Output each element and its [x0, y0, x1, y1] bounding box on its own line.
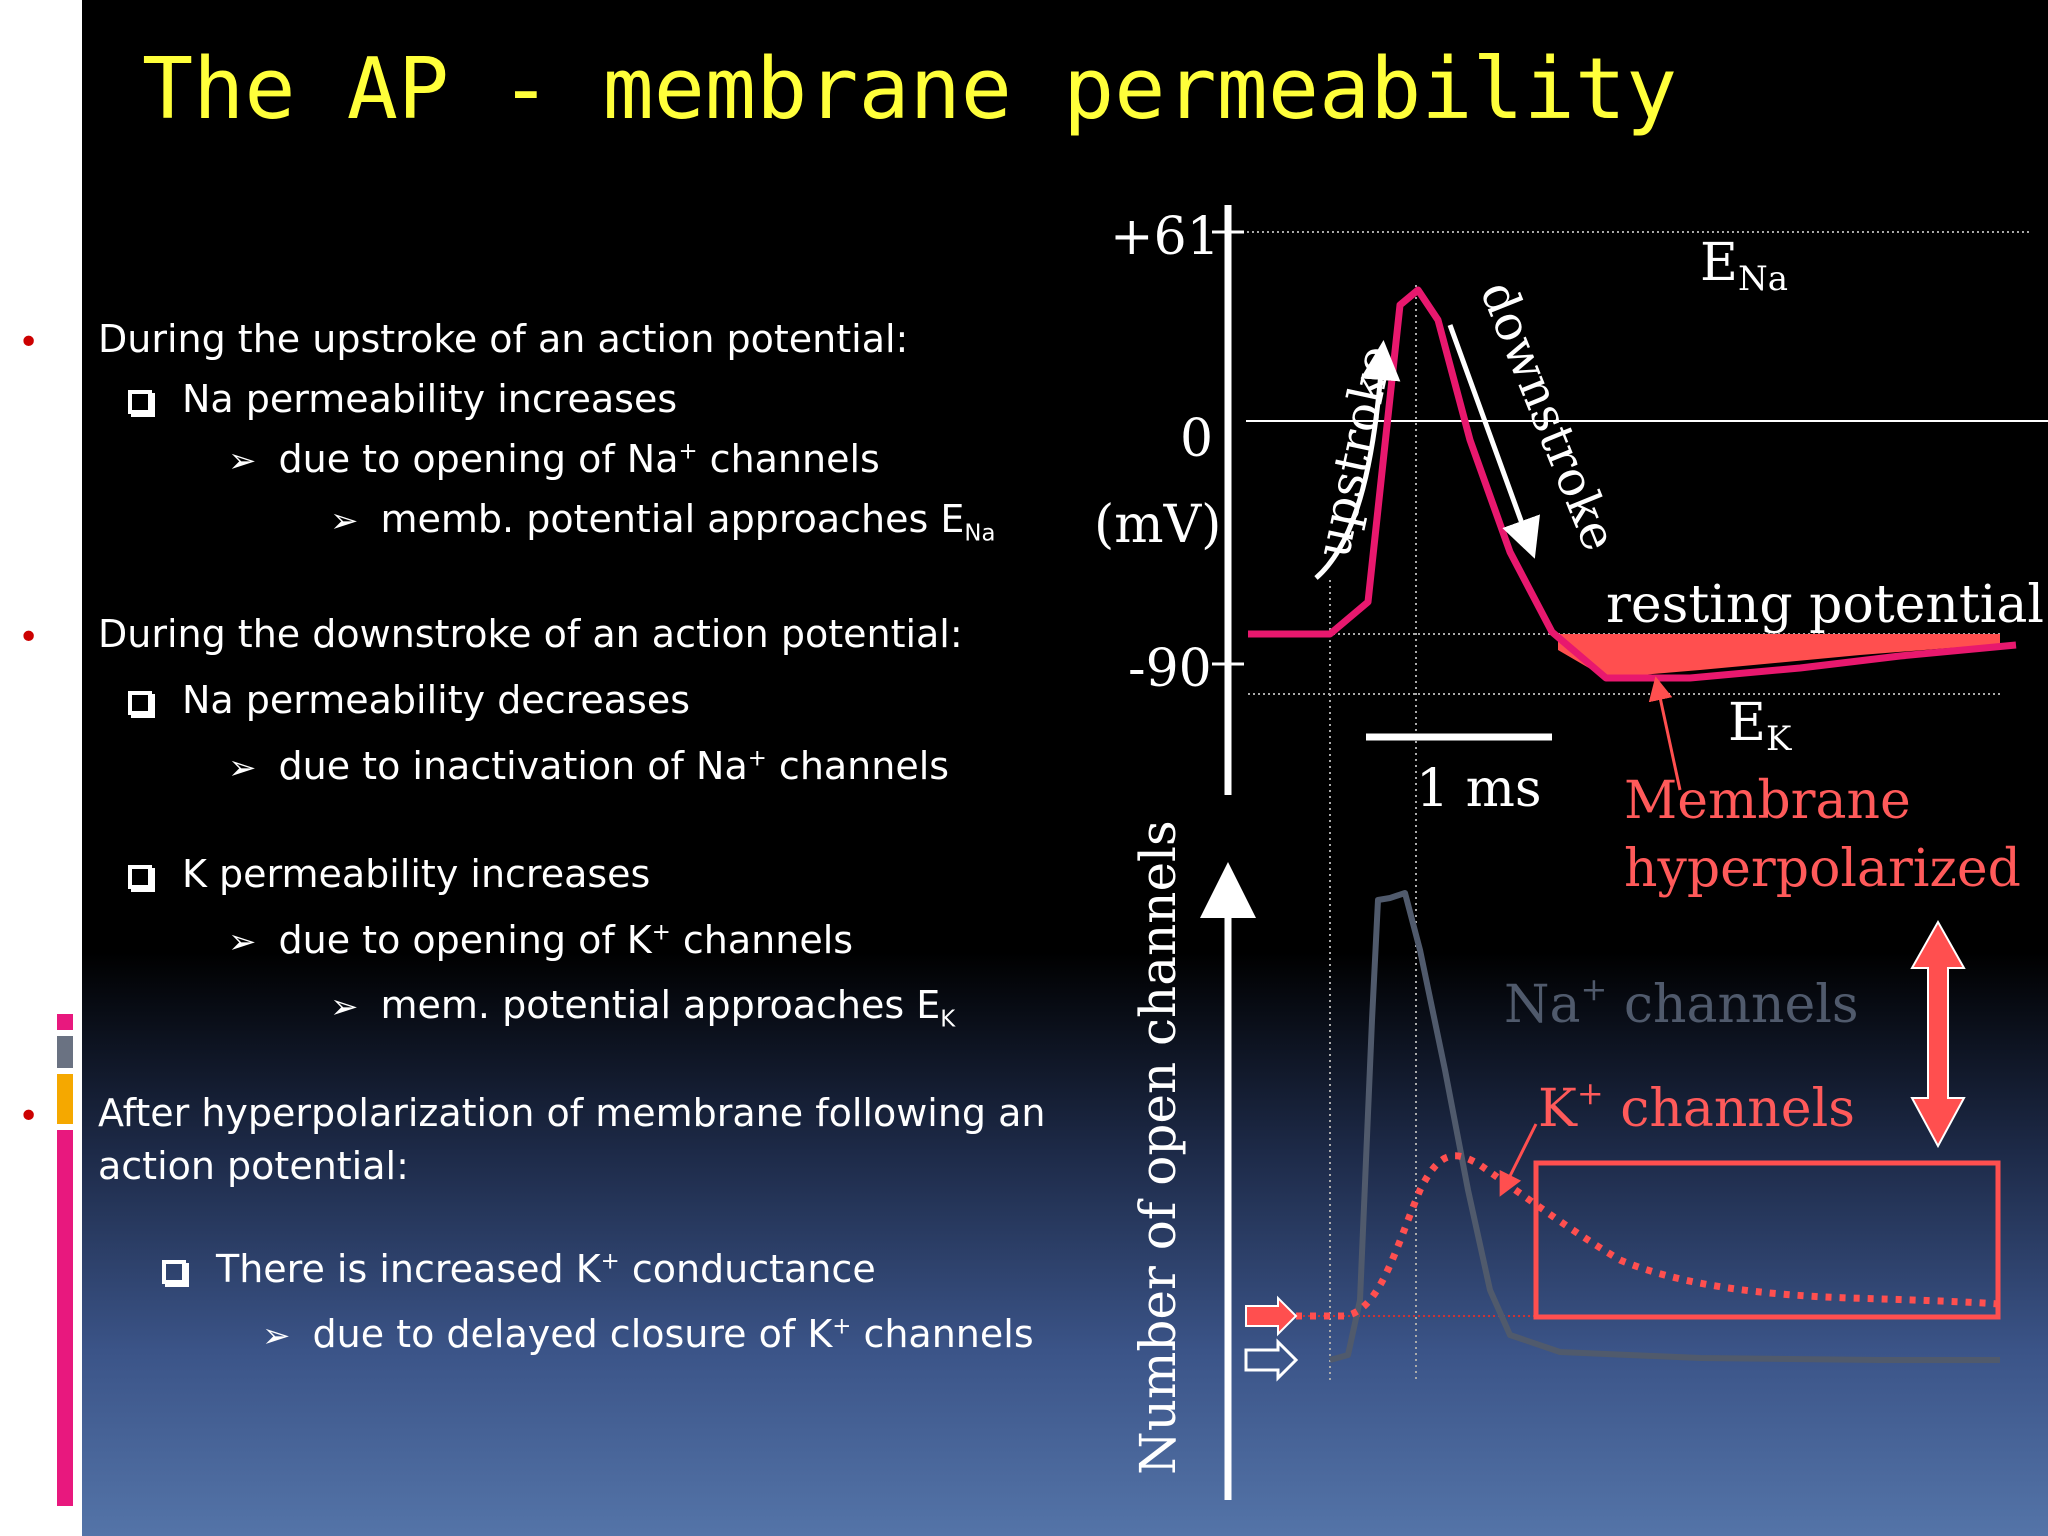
- sub-bullet-approaches-ena: ➢ memb. potential approaches ENa: [330, 497, 996, 547]
- text: mem. potential approaches E: [380, 983, 941, 1027]
- checkbox-icon: [128, 865, 152, 889]
- na-channels-trace: [1329, 890, 2000, 1363]
- y-label-top: +61: [1110, 207, 1220, 267]
- checkbox-icon: [162, 1260, 186, 1284]
- checkbox-icon: [128, 390, 152, 414]
- text: Na permeability increases: [182, 377, 678, 421]
- text: Na permeability decreases: [182, 678, 691, 722]
- k-baseline-arrow-icon: [1245, 1295, 1298, 1337]
- accent-bar-pink: [57, 1130, 73, 1506]
- action-potential-trace: [1248, 286, 2017, 682]
- downstroke-arrow: [1447, 324, 1540, 559]
- hyperpolarized-pointer: [1648, 676, 1682, 791]
- text: channels: [697, 437, 880, 481]
- hyperpolarized-label-line2: hyperpolarized: [1624, 839, 2021, 899]
- hyperpolarized-label-line1: Membrane: [1624, 771, 1911, 831]
- text: due to delayed closure of K: [312, 1312, 833, 1356]
- sub-bullet-delayed-closure: ➢ due to delayed closure of K+ channels: [262, 1312, 1034, 1357]
- y-label-zero: 0: [1180, 409, 1213, 469]
- sub-bullet-na-increase: Na permeability increases: [128, 377, 678, 422]
- k-channels-pointer: [1499, 1123, 1538, 1197]
- subscript: K: [940, 1006, 956, 1033]
- text: conductance: [619, 1247, 876, 1291]
- sub-bullet-na-opening: ➢ due to opening of Na+ channels: [228, 437, 880, 482]
- subscript: Na: [964, 520, 996, 547]
- arrow-bullet-icon: ➢: [262, 1316, 291, 1356]
- sub-bullet-k-conductance: There is increased K+ conductance: [162, 1247, 876, 1292]
- accent-bar-orange: [57, 1074, 73, 1124]
- k-channels-trace: [1296, 1152, 2001, 1320]
- text: There is increased K: [216, 1247, 601, 1291]
- resting-potential-label: resting potential: [1606, 575, 2044, 635]
- double-arrow-icon: [1910, 919, 1966, 1149]
- sub-bullet-k-opening: ➢ due to opening of K+ channels: [228, 918, 854, 963]
- bullet-downstroke: During the downstroke of an action poten…: [98, 612, 963, 656]
- sub-bullet-na-decrease: Na permeability decreases: [128, 678, 691, 723]
- bullet-after-hyperpolarization-line2: action potential:: [98, 1144, 409, 1188]
- arrow-bullet-icon: ➢: [228, 748, 257, 788]
- superscript: +: [747, 745, 767, 772]
- text: channels: [766, 744, 950, 788]
- hyperpolarization-box: [1533, 1160, 2001, 1320]
- sub-bullet-approaches-ek: ➢ mem. potential approaches EK: [330, 983, 956, 1033]
- channels-axis-label: Number of open channels: [1129, 820, 1187, 1475]
- arrow-bullet-icon: ➢: [330, 987, 359, 1027]
- text: due to opening of K: [278, 918, 652, 962]
- accent-bar-gray: [57, 1036, 73, 1068]
- sub-bullet-k-increase: K permeability increases: [128, 852, 651, 897]
- ek-label: EK: [1728, 693, 1792, 759]
- text: memb. potential approaches E: [380, 497, 965, 541]
- text: due to inactivation of Na: [278, 744, 748, 788]
- arrow-bullet-icon: ➢: [228, 922, 257, 962]
- superscript: +: [600, 1248, 620, 1275]
- bullet-dot: •: [18, 1096, 40, 1137]
- upstroke-label: upstroke: [1305, 341, 1404, 563]
- superscript: +: [832, 1313, 852, 1340]
- upstroke-arrow: [1314, 340, 1401, 580]
- checkbox-icon: [128, 691, 152, 715]
- text: K permeability increases: [182, 852, 651, 896]
- superscript: +: [651, 919, 671, 946]
- bullet-dot: •: [18, 322, 40, 363]
- text: channels: [670, 918, 854, 962]
- y-label-bottom: -90: [1128, 639, 1212, 699]
- superscript: +: [678, 438, 698, 465]
- bullet-after-hyperpolarization-line1: After hyperpolarization of membrane foll…: [98, 1091, 1046, 1135]
- bullet-dot: •: [18, 617, 40, 658]
- accent-bar-pink-small: [57, 1014, 73, 1030]
- y-unit: (mV): [1094, 495, 1221, 555]
- text: due to opening of Na: [278, 437, 679, 481]
- slide-title: The AP - membrane permeability: [142, 40, 1678, 139]
- arrow-bullet-icon: ➢: [228, 441, 257, 481]
- na-baseline-arrow-icon: [1244, 1338, 1299, 1382]
- scale-bar-label: 1 ms: [1416, 759, 1542, 819]
- na-channels-label: Na+ channels: [1504, 970, 1859, 1035]
- sub-bullet-na-inactivation: ➢ due to inactivation of Na+ channels: [228, 744, 950, 789]
- bullet-upstroke: During the upstroke of an action potenti…: [98, 317, 909, 361]
- hyperpolarization-fill: [1558, 634, 2000, 678]
- text: channels: [851, 1312, 1034, 1356]
- arrow-bullet-icon: ➢: [330, 501, 359, 541]
- downstroke-label: downstroke: [1469, 274, 1628, 559]
- k-channels-label: K+ channels: [1538, 1074, 1855, 1139]
- ena-label: ENa: [1700, 233, 1788, 299]
